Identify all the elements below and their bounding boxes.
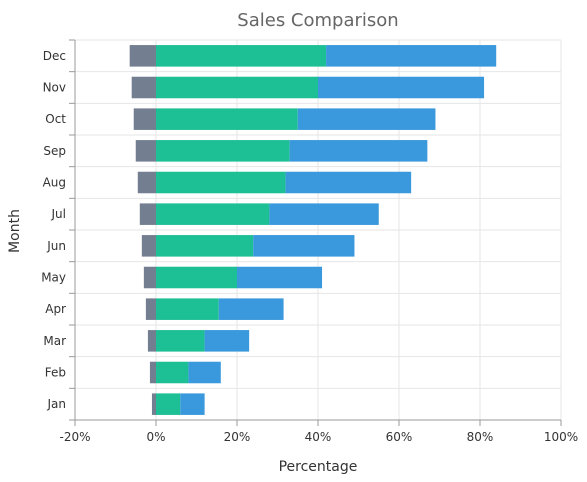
x-tick-label: 20% <box>224 430 251 444</box>
bar-feb-series-1 <box>149 361 156 384</box>
bar-mar-series-1 <box>147 330 156 352</box>
bar-feb-series-2 <box>156 361 189 384</box>
bar-dec-series-3 <box>326 45 497 67</box>
y-tick-label-jul: Jul <box>51 207 66 221</box>
y-tick-label-feb: Feb <box>45 366 66 380</box>
bar-jul-series-3 <box>269 203 379 225</box>
y-tick-label-oct: Oct <box>45 112 66 126</box>
bar-jan-series-2 <box>156 393 181 415</box>
bar-jan-series-1 <box>151 393 156 415</box>
bar-may-series-1 <box>143 266 156 289</box>
y-tick-label-jan: Jan <box>47 397 67 411</box>
bars <box>129 45 497 415</box>
y-tick-label-may: May <box>41 271 66 285</box>
y-tick-label-jun: Jun <box>46 239 66 253</box>
bar-jun-series-2 <box>156 235 254 257</box>
bar-sep-series-1 <box>135 140 156 162</box>
x-tick-label: 40% <box>305 430 332 444</box>
bar-may-series-2 <box>156 266 237 289</box>
chart-title: Sales Comparison <box>237 10 398 31</box>
bar-jun-series-3 <box>253 235 355 257</box>
x-tick-label: 0% <box>146 430 165 444</box>
axes: -20% 0% 20% 40% 60% 80% 100% Jan Feb Mar Apr May Jun… <box>41 39 578 444</box>
bar-sep-series-2 <box>156 140 290 162</box>
bar-sep-series-3 <box>289 140 428 162</box>
bar-nov-series-2 <box>156 76 318 99</box>
bar-aug-series-3 <box>285 171 412 194</box>
bar-mar-series-2 <box>156 330 205 352</box>
bar-oct-series-2 <box>156 108 298 130</box>
bar-nov-series-1 <box>131 76 156 99</box>
y-tick-label-nov: Nov <box>43 81 66 95</box>
bar-jul-series-1 <box>139 203 156 225</box>
x-axis-label: Percentage <box>279 459 358 475</box>
bar-feb-series-3 <box>188 361 221 384</box>
bar-dec-series-1 <box>129 45 156 67</box>
bar-oct-series-3 <box>297 108 436 130</box>
y-axis-label: Month <box>7 209 23 253</box>
bar-may-series-3 <box>237 266 323 289</box>
bar-aug-series-1 <box>137 171 156 194</box>
grid-lines <box>74 39 562 421</box>
bar-aug-series-2 <box>156 171 286 194</box>
y-tick-label-sep: Sep <box>43 144 66 158</box>
bar-jun-series-1 <box>141 235 156 257</box>
bar-apr-series-1 <box>145 298 156 320</box>
bar-apr-series-2 <box>156 298 219 320</box>
bar-dec-series-2 <box>156 45 327 67</box>
x-tick-label: 100% <box>544 430 578 444</box>
y-tick-label-dec: Dec <box>43 49 66 63</box>
y-tick-label-apr: Apr <box>45 302 66 316</box>
bar-jan-series-3 <box>180 393 205 415</box>
bar-apr-series-3 <box>218 298 284 320</box>
x-tick-label: 60% <box>386 430 413 444</box>
x-tick-label: 80% <box>467 430 494 444</box>
y-tick-label-mar: Mar <box>43 334 66 348</box>
bar-mar-series-3 <box>204 330 250 352</box>
x-tick-label: -20% <box>59 430 90 444</box>
bar-oct-series-1 <box>133 108 156 130</box>
y-tick-label-aug: Aug <box>43 176 66 190</box>
bar-nov-series-3 <box>318 76 485 99</box>
bar-jul-series-2 <box>156 203 270 225</box>
